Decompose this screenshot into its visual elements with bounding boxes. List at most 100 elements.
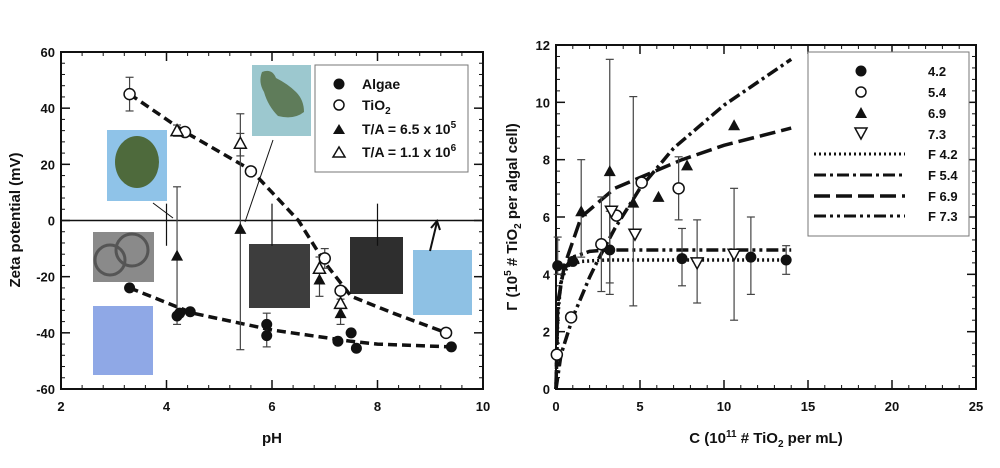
annotation-arrows [152,139,441,252]
legend-marker-5.4 [855,86,867,98]
y-tick-label: -40 [36,326,55,341]
micrograph-algae-cluster-blob [115,136,159,188]
y-tick-label: 0 [48,214,55,229]
data-point-5-4 [550,348,564,361]
y-tick-label: 0 [543,382,550,397]
legend-marker-algae [333,78,345,90]
sem-cell-2 [114,232,150,268]
legend-label-ta-high: T/A = 1.1 x 106 [362,143,457,160]
micrograph-dark-texture-2 [350,237,403,294]
y-tick-label: 8 [543,153,550,168]
data-point-t-a-1-1-x-10-6 [312,260,327,274]
y-tick-label: 40 [41,101,55,116]
y-tick-label: 10 [536,95,550,110]
arrow-1 [152,202,174,219]
y-axis-label: Γ (105 # TiO2 per algal cell) [503,123,524,310]
y-tick-label: 20 [41,157,55,172]
micrograph-insets [93,65,472,375]
adsorption-panel: 0 5 10 15 20 25 0 2 4 6 8 10 12 4.2 5.4 6.9 7.3 F 4.… [503,38,983,450]
data-point-tio2 [318,252,331,265]
data-point-4-2 [745,251,757,263]
data-point-6-9 [627,196,640,208]
data-point-algae [350,342,362,354]
legend-box [807,51,970,237]
legend-label-6.9: 6.9 [928,106,946,121]
y-tick-label: 12 [536,38,550,53]
y-tick-label: 60 [41,45,55,60]
data-point-7-3 [627,228,643,242]
legend-marker-tio2 [333,99,345,111]
data-point-t-a-1-1-x-10-6 [169,123,185,137]
data-point-algae [445,341,457,353]
data-point-tio2 [123,87,136,101]
y-tick-label: -60 [36,382,55,397]
x-tick-label: 4 [163,399,171,414]
legend-label-5.4: 5.4 [928,85,947,100]
data-point-7-3 [689,257,705,271]
legend-label-f5.4: F 5.4 [928,168,958,183]
legend: 4.2 5.4 6.9 7.3 F 4.2 F 5.4 F 6.9 F 7.3 [807,51,970,237]
data-point-tio2 [334,284,347,297]
data-point-t-a-1-1-x-10-6 [233,135,248,150]
legend-marker-ta-high [331,145,347,158]
data-point-tio2 [439,326,453,340]
x-tick-label: 10 [717,399,731,414]
data-point-6-9 [603,165,616,177]
legend-label-algae: Algae [362,76,400,92]
data-point-4-2 [604,244,616,256]
legend-label-7.3: 7.3 [928,127,946,142]
data-point-4-2 [552,260,564,272]
x-tick-label: 5 [636,399,643,414]
x-tick-label: 10 [476,399,490,414]
fit-curve-tio2-fit [128,92,447,335]
data-point-6-9 [728,119,741,131]
micrograph-teal-aggregate-shape [260,70,304,118]
legend-label-tio2: TiO2 [362,97,391,117]
data-point-t-a-6-5-x-10-5 [171,249,184,261]
x-tick-label: 20 [885,399,899,414]
data-point-6-9 [652,190,665,202]
fit-curve-f-5-4 [554,57,793,390]
data-point-tio2 [244,165,258,178]
legend-marker-6.9 [855,107,867,118]
arrow-3 [429,221,438,252]
data-point-7-3 [726,248,742,262]
data-point-7-3 [604,205,619,219]
arrow-3-head [430,219,441,231]
zeta-potential-panel: 2 4 6 8 10 -60 -40 -20 0 20 40 60 Algae TiO2 T/A = … [7,45,490,447]
x-axis-label: C (1011 # TiO2 per mL) [689,429,842,450]
data-point-t-a-6-5-x-10-5 [234,222,247,234]
legend-label-f7.3: F 7.3 [928,209,958,224]
data-point-algae [332,335,344,347]
data-point-algae [184,306,196,318]
data-point-t-a-6-5-x-10-5 [334,307,347,319]
data-point-6-9 [681,159,694,171]
x-tick-label: 15 [801,399,815,414]
data-point-4-2 [676,253,688,265]
x-tick-label: 0 [552,399,559,414]
data-point-t-a-6-5-x-10-5 [313,273,326,285]
data-point-algae [261,330,273,342]
data-point-algae [174,307,186,319]
y-axis-label: Zeta potential (mV) [7,152,24,287]
data-point-5-4 [564,311,578,324]
y-tick-label: 6 [543,210,550,225]
x-axis-label: pH [262,430,282,447]
fit-curve-f-4-2 [554,258,792,390]
x-tick-label: 25 [969,399,983,414]
data-point-4-2 [780,254,792,266]
data-point-6-9 [575,205,588,217]
x-tick-label: 6 [268,399,275,414]
data-point-5-4 [672,182,685,195]
data-point-5-4 [635,176,648,189]
legend-label-ta-low: T/A = 6.5 x 105 [362,120,457,137]
data-point-t-a-1-1-x-10-6 [333,295,348,310]
data-point-5-4 [595,237,608,251]
data-point-algae [345,327,357,339]
data-point-algae [124,282,136,294]
legend-marker-4.2 [855,65,867,77]
legend: Algae TiO2 T/A = 6.5 x 105 T/A = 1.1 x 1… [314,64,469,173]
micrograph-dark-texture-1 [249,244,310,308]
legend-marker-ta-low [333,124,345,134]
